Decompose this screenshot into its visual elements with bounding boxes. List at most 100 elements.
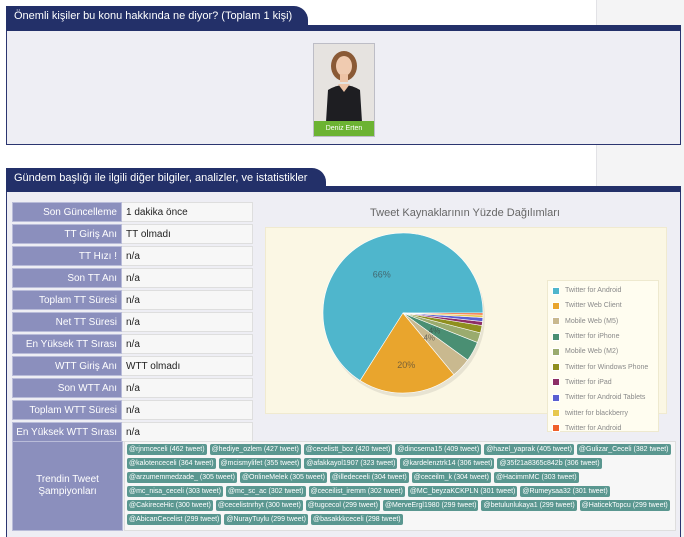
champion-tag[interactable]: @ceceilist_iremm (302 tweet) (308, 486, 405, 497)
legend-label: Twitter Web Client (565, 302, 622, 310)
stats-row: Toplam WTT Süresi n/a (12, 400, 253, 420)
legend-swatch (552, 347, 560, 356)
stats-value: n/a (122, 268, 253, 288)
legend-swatch (552, 378, 560, 387)
champion-tag[interactable]: @mc_sc_ac (302 tweet) (225, 486, 306, 497)
pie-slice[interactable] (402, 312, 484, 316)
champion-tag[interactable]: @dincsema15 (409 tweet) (395, 444, 482, 455)
legend-item[interactable]: Mobile Web (M2) (552, 344, 654, 359)
stats-value: n/a (122, 422, 253, 442)
legend-swatch (552, 393, 560, 402)
stats-label: Son Güncelleme (12, 202, 122, 222)
stats-row: Son WTT Anı n/a (12, 378, 253, 398)
champion-tag[interactable]: @AbicanCecelist (299 tweet) (127, 514, 222, 525)
stats-label: WTT Giriş Anı (12, 356, 122, 376)
pie-slice-label: 4% (423, 334, 435, 343)
champion-tag[interactable]: @arzumemmedzade_ (305 tweet) (127, 472, 237, 483)
stats-value: n/a (122, 400, 253, 420)
legend-swatch (552, 301, 560, 310)
person-name[interactable]: Deniz Erten (314, 121, 374, 136)
champion-tag[interactable]: @Rumeysaa32 (301 tweet) (520, 486, 610, 497)
stats-row: En Yüksek TT Sırası n/a (12, 334, 253, 354)
legend-item[interactable]: Twitter for iPad (552, 375, 654, 390)
champion-tag[interactable]: @HacimmMC (303 tweet) (493, 472, 579, 483)
legend-item[interactable]: Twitter for Android (552, 283, 654, 298)
champion-tag[interactable]: @MerveErgl1980 (299 tweet) (382, 500, 479, 511)
legend-label: twitter for blackberry (565, 409, 629, 417)
champion-tag[interactable]: @NurayTuylu (299 tweet) (224, 514, 308, 525)
champion-tag[interactable]: @OnlineMelek (305 tweet) (239, 472, 327, 483)
champion-tag[interactable]: @ceceilm_k (304 tweet) (411, 472, 491, 483)
champions-list: @rjnmceceli (462 tweet) @hediye_ozlem (42… (124, 441, 676, 531)
champion-tag[interactable]: @hediye_ozlem (427 tweet) (209, 444, 301, 455)
pie-slice[interactable] (322, 232, 484, 381)
stats-row: WTT Giriş Anı WTT olmadı (12, 356, 253, 376)
champion-tag[interactable]: @kalotenceceli (364 tweet) (127, 458, 216, 469)
champion-tag[interactable]: @35f21a8365c842b (306 tweet) (497, 458, 602, 469)
legend-item[interactable]: Mobile Web (M5) (552, 314, 654, 329)
stats-label: En Yüksek WTT Sırası (12, 422, 122, 442)
pie-slice-label: 20% (397, 360, 415, 370)
legend-item[interactable]: Twitter for Android (552, 421, 654, 436)
stats-value: n/a (122, 378, 253, 398)
pie-chart-svg: 66% 20% 4%4% (322, 232, 485, 397)
champion-tag[interactable]: @HaticekTopcu (299 tweet) (579, 500, 670, 511)
stats-row: En Yüksek WTT Sırası n/a (12, 422, 253, 442)
legend-item[interactable]: Twitter Web Client (552, 298, 654, 313)
champion-tag[interactable]: @mc_nisa_ceceli (303 tweet) (127, 486, 223, 497)
stats-value: TT olmadı (122, 224, 253, 244)
important-people-rule (6, 25, 681, 31)
champion-tag[interactable]: @rjnmceceli (462 tweet) (127, 444, 207, 455)
champion-tag[interactable]: @MC_beyzaKCKPLN (301 tweet) (407, 486, 518, 497)
pie-slice-label: 66% (373, 269, 391, 279)
legend-label: Twitter for Android (565, 287, 622, 295)
pie-slice[interactable] (359, 312, 455, 394)
champion-tag[interactable]: @kardelenztrk14 (306 tweet) (400, 458, 495, 469)
important-people-panel: Deniz Erten (6, 31, 681, 145)
legend-label: Mobile Web (M2) (565, 348, 619, 356)
legend-swatch (552, 286, 560, 295)
stats-panel: Son Güncelleme 1 dakika önce TT Giriş Anı T… (6, 192, 681, 537)
person-photo (314, 44, 374, 122)
legend-swatch (552, 332, 560, 341)
legend-item[interactable]: Twitter for Android Tablets (552, 390, 654, 405)
legend-label: Twitter for Windows Phone (565, 363, 649, 371)
legend-item[interactable]: Twitter for iPhone (552, 329, 654, 344)
pie-slice-label: 4% (429, 326, 441, 335)
person-card[interactable]: Deniz Erten (313, 43, 375, 137)
champion-tag[interactable]: @tugcecol (299 tweet) (305, 500, 380, 511)
stats-row: Son TT Anı n/a (12, 268, 253, 288)
stats-row: Son Güncelleme 1 dakika önce (12, 202, 253, 222)
legend-label: Twitter for iPad (565, 378, 612, 386)
champion-tag[interactable]: @cecelistnrhyt (300 tweet) (215, 500, 303, 511)
legend-label: Twitter for iPhone (565, 333, 620, 341)
legend-swatch (552, 317, 560, 326)
legend-swatch (552, 424, 560, 433)
stats-label: Toplam TT Süresi (12, 290, 122, 310)
champion-tag[interactable]: @betulunlukaya1 (299 tweet) (481, 500, 577, 511)
champions-label: Trendin Tweet Şampiyonları (12, 441, 123, 531)
champion-tag[interactable]: @afakkayol1907 (323 tweet) (304, 458, 398, 469)
champion-tag[interactable]: @mcismylifet (355 tweet) (218, 458, 302, 469)
stats-label: Toplam WTT Süresi (12, 400, 122, 420)
legend-item[interactable]: Twitter for Windows Phone (552, 359, 654, 374)
stats-rule (6, 186, 681, 192)
stats-row: Net TT Süresi n/a (12, 312, 253, 332)
champion-tag[interactable]: @basakkkceceli (298 tweet) (310, 514, 403, 525)
champion-tag[interactable]: @cecelistt_boz (420 tweet) (303, 444, 393, 455)
stats-row: TT Giriş Anı TT olmadı (12, 224, 253, 244)
legend-swatch (552, 409, 560, 418)
chart-title: Tweet Kaynaklarının Yüzde Dağılımları (370, 207, 560, 219)
stats-title: Gündem başlığı ile ilgili diğer bilgiler… (6, 168, 326, 188)
champion-tag[interactable]: @hazel_yaprak (405 tweet) (484, 444, 574, 455)
champion-tag[interactable]: @illedeceeli (304 tweet) (329, 472, 409, 483)
stats-label: Son WTT Anı (12, 378, 122, 398)
stats-label: TT Hızı ! (12, 246, 122, 266)
stats-value: n/a (122, 312, 253, 332)
important-people-title: Önemli kişiler bu konu hakkında ne diyor… (6, 6, 308, 26)
champion-tag[interactable]: @CakireceHic (300 tweet) (127, 500, 213, 511)
stats-value: n/a (122, 334, 253, 354)
stats-value: n/a (122, 246, 253, 266)
legend-item[interactable]: twitter for blackberry (552, 405, 654, 420)
champion-tag[interactable]: @Gulizar_Ceceli (382 tweet) (576, 444, 671, 455)
